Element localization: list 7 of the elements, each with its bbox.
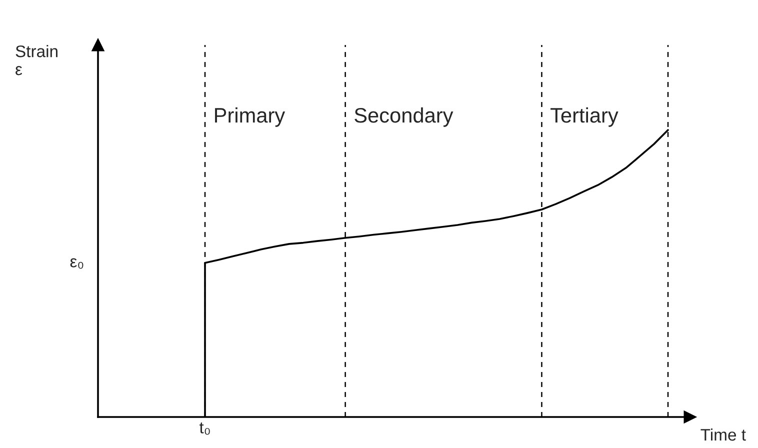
- text: Strain ε: [16, 45, 58, 76]
- text: ε₀: [70, 258, 84, 269]
- x-axis-title: Time t: [700, 428, 746, 441]
- text: t₀: [199, 422, 210, 435]
- text: Secondary: [354, 107, 454, 127]
- text: Tertiary: [550, 107, 618, 127]
- text: Primary: [215, 107, 286, 127]
